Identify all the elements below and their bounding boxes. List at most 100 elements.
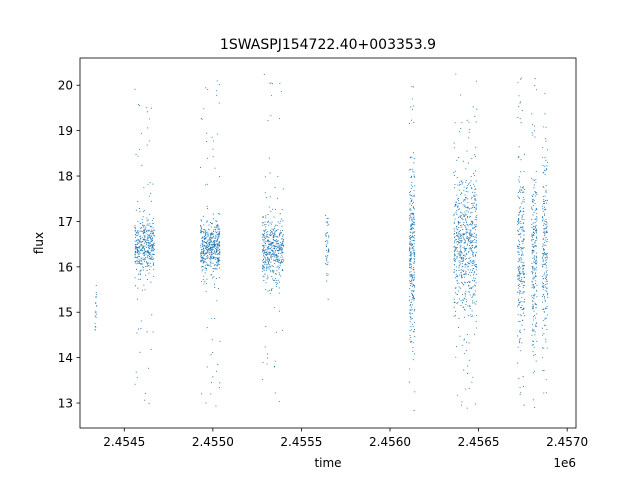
data-point [326,232,328,234]
data-point [274,392,276,394]
data-point [543,278,545,280]
data-point [459,225,462,227]
data-point [463,369,465,371]
data-point [218,277,220,279]
data-point [273,233,275,235]
data-point [218,242,221,244]
data-point [544,318,546,320]
data-point [210,381,213,383]
data-point [270,266,272,268]
data-point [465,226,467,228]
data-point [472,296,474,298]
data-point [544,92,546,95]
data-point [411,181,413,184]
data-point [463,215,465,218]
data-point [547,292,549,295]
data-point [274,224,277,226]
data-point [535,240,537,242]
data-point [518,268,520,270]
data-point [545,168,548,170]
data-point [410,176,412,179]
data-point [279,222,281,224]
data-point [457,197,460,200]
data-point [200,249,203,251]
data-point [203,260,205,263]
data-point [545,252,547,254]
data-point [531,253,533,255]
data-point [273,246,275,248]
data-point [143,186,145,189]
data-point [205,237,207,239]
data-point [455,239,457,241]
data-point [470,223,472,225]
data-point [475,266,477,268]
data-point [412,293,414,295]
data-point [519,234,521,236]
data-point [409,334,411,336]
data-point [536,313,538,315]
data-point [521,324,523,326]
data-point [216,225,218,227]
data-point [474,247,476,249]
data-point [262,222,264,224]
data-point [542,369,544,371]
data-point [411,313,413,315]
data-point [475,300,477,303]
data-point [470,180,472,182]
data-point [139,271,141,273]
data-point [212,213,215,215]
data-point [470,240,472,242]
data-point [216,80,218,82]
data-point [468,224,470,226]
data-point [136,377,138,379]
data-point [517,299,520,302]
data-point [460,244,462,246]
y-tick-label: 20 [58,79,73,93]
data-point [275,283,278,285]
data-point [268,260,271,262]
data-point [153,258,155,260]
data-point [469,271,471,273]
data-point [471,188,473,190]
data-point [95,302,97,304]
data-point [467,237,469,239]
data-point [518,106,520,108]
data-point [520,122,522,124]
data-point [212,267,214,269]
data-point [211,222,213,224]
data-point [533,235,535,237]
data-point [269,292,271,295]
data-point [137,298,139,300]
data-point [281,250,283,252]
data-point [531,224,533,226]
data-point [459,229,461,231]
data-point [471,286,473,288]
data-point [546,161,549,163]
data-point [521,214,523,216]
data-point [532,194,534,196]
data-point [534,222,536,224]
data-point [138,254,140,256]
data-point [271,221,273,223]
data-point [472,294,474,296]
data-point [474,188,476,190]
x-tick-label: 2.4545 [103,435,145,449]
data-point [547,257,549,259]
data-point [218,263,220,265]
data-point [523,170,525,172]
data-point [280,275,282,277]
data-point [465,249,467,252]
data-point [531,195,533,197]
data-point [412,220,414,222]
data-point [212,277,214,279]
data-point [215,229,217,231]
data-point [518,219,520,221]
data-point [148,262,150,264]
data-point [265,264,267,266]
data-point [409,313,411,315]
x-tick: 2.4555 [280,428,322,449]
data-point [210,240,212,242]
data-point [466,231,468,233]
data-point [270,235,272,237]
data-point [531,208,533,210]
